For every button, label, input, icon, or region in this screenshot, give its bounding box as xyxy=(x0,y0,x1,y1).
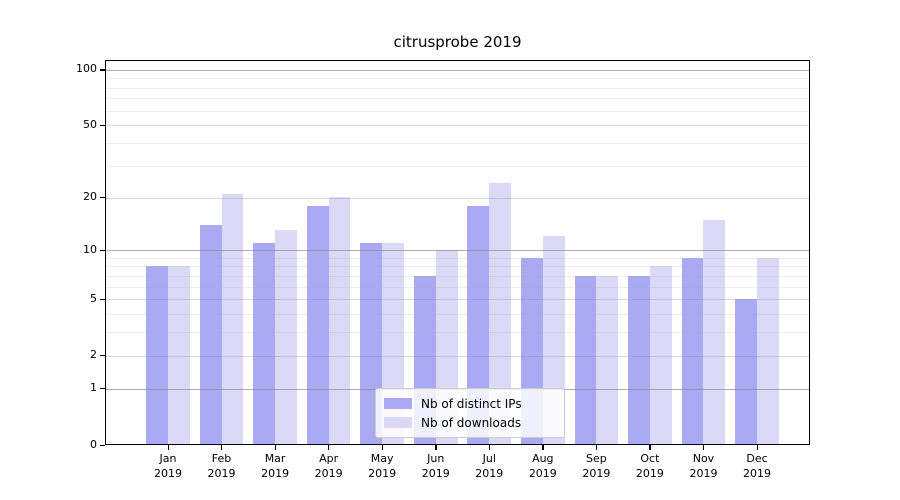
gridline-10 xyxy=(106,250,809,252)
gridline-30 xyxy=(106,165,809,167)
legend-label-downloads: Nb of downloads xyxy=(421,415,522,430)
bar-ips-dec xyxy=(735,299,757,445)
y-tick-50 xyxy=(100,124,105,127)
bar-ips-apr xyxy=(306,205,329,445)
x-tick-dec xyxy=(756,445,758,450)
gridline-60 xyxy=(106,110,809,112)
y-tick-100 xyxy=(100,69,105,71)
gridline-9 xyxy=(106,257,809,259)
bar-ips-oct xyxy=(628,275,650,445)
x-tick-jul xyxy=(488,445,491,450)
gridline-80 xyxy=(106,87,809,89)
x-tick-nov xyxy=(702,445,705,450)
x-tick-sep xyxy=(595,445,598,450)
y-tick-10 xyxy=(100,249,105,251)
gridline-20 xyxy=(106,197,809,199)
bar-downloads-oct xyxy=(649,266,672,445)
x-tick-label-mar: Mar 2019 xyxy=(261,452,290,480)
y-tick-label-20: 20 xyxy=(83,189,97,203)
x-tick-may xyxy=(381,445,383,450)
y-tick-label-5: 5 xyxy=(90,291,97,305)
x-tick-apr xyxy=(328,445,330,450)
x-tick-label-nov: Nov 2019 xyxy=(689,452,718,480)
gridline-2 xyxy=(106,355,809,357)
gridline-6 xyxy=(106,286,809,288)
x-tick-mar xyxy=(274,445,276,450)
bar-ips-jan xyxy=(146,266,168,445)
y-tick-label-2: 2 xyxy=(90,348,97,362)
bar-downloads-jan xyxy=(168,266,190,445)
gridline-90 xyxy=(106,78,809,80)
x-tick-label-feb: Feb 2019 xyxy=(207,452,236,480)
y-tick-label-50: 50 xyxy=(83,117,97,131)
y-tick-0 xyxy=(100,444,105,446)
bar-downloads-dec xyxy=(757,257,779,445)
legend-entry-distinct-ips: Nb of distinct IPs xyxy=(384,394,556,413)
y-tick-2 xyxy=(100,355,105,357)
x-tick-label-jan: Jan 2019 xyxy=(154,452,182,480)
x-tick-aug xyxy=(542,445,544,450)
gridline-4 xyxy=(106,314,809,316)
gridline-50 xyxy=(106,125,809,127)
x-tick-feb xyxy=(221,445,223,450)
bar-downloads-apr xyxy=(328,197,351,445)
y-tick-20 xyxy=(100,196,105,199)
x-tick-label-may: May 2019 xyxy=(368,452,397,480)
x-tick-label-apr: Apr 2019 xyxy=(314,452,343,480)
x-tick-label-jun: Jun 2019 xyxy=(421,452,450,480)
gridline-3 xyxy=(106,332,809,334)
y-tick-label-0: 0 xyxy=(90,437,97,451)
gridline-8 xyxy=(106,266,809,268)
gridline-100 xyxy=(106,69,809,71)
bar-downloads-sep xyxy=(596,275,619,445)
bar-downloads-jul xyxy=(489,183,512,445)
gridline-70 xyxy=(106,98,809,100)
bar-ips-feb xyxy=(199,224,222,445)
legend: Nb of distinct IPs Nb of downloads xyxy=(375,388,565,438)
legend-entry-downloads: Nb of downloads xyxy=(384,413,556,432)
gridline-40 xyxy=(106,143,809,145)
legend-swatch-downloads xyxy=(384,417,412,428)
x-tick-label-dec: Dec 2019 xyxy=(743,452,771,480)
bar-downloads-mar xyxy=(275,230,297,445)
x-tick-jan xyxy=(167,445,169,450)
y-tick-label-1: 1 xyxy=(90,381,97,395)
y-tick-5 xyxy=(100,298,105,301)
x-tick-oct xyxy=(649,445,651,450)
gridline-7 xyxy=(106,275,809,277)
bar-ips-sep xyxy=(574,275,597,445)
y-tick-label-100: 100 xyxy=(76,62,97,76)
x-tick-label-jul: Jul 2019 xyxy=(475,452,504,480)
x-tick-label-aug: Aug 2019 xyxy=(528,452,557,480)
bar-downloads-feb xyxy=(221,193,244,445)
y-tick-label-10: 10 xyxy=(83,242,97,256)
gridline-5 xyxy=(106,299,809,301)
chart-title: citrusprobe 2019 xyxy=(393,33,522,51)
y-tick-1 xyxy=(100,388,105,390)
bar-ips-jul xyxy=(467,205,490,445)
x-tick-label-sep: Sep 2019 xyxy=(582,452,611,480)
bar-ips-nov xyxy=(681,257,704,445)
bar-ips-mar xyxy=(253,242,276,445)
legend-label-distinct-ips: Nb of distinct IPs xyxy=(421,396,522,411)
legend-swatch-distinct-ips xyxy=(384,398,412,409)
x-tick-jun xyxy=(435,445,437,450)
x-tick-label-oct: Oct 2019 xyxy=(635,452,664,480)
